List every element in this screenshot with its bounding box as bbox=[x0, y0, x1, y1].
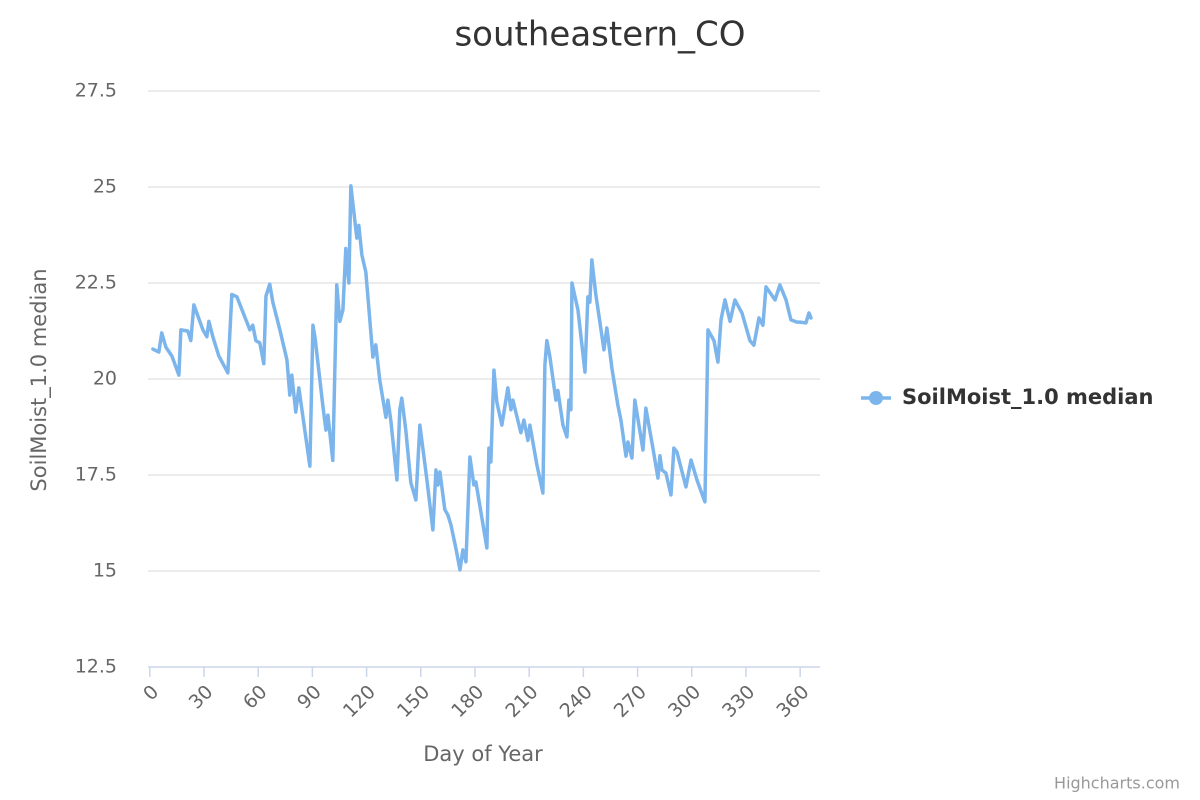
x-axis-title: Day of Year bbox=[423, 742, 543, 766]
y-tick-label: 27.5 bbox=[75, 80, 117, 102]
x-tick-label: 150 bbox=[393, 681, 434, 722]
x-tick-label: 240 bbox=[556, 681, 597, 722]
credits[interactable]: Highcharts.com bbox=[1054, 774, 1180, 793]
data-line bbox=[151, 184, 813, 572]
y-tick-label: 15 bbox=[93, 560, 117, 582]
x-tick-label: 30 bbox=[185, 681, 218, 714]
y-tick-label: 22.5 bbox=[75, 272, 117, 294]
y-tick-label: 25 bbox=[93, 176, 117, 198]
x-tick-label: 90 bbox=[293, 681, 326, 714]
legend-marker bbox=[869, 391, 883, 405]
x-tick-label: 180 bbox=[447, 681, 488, 722]
x-tick-label: 330 bbox=[718, 681, 759, 722]
y-axis-title: SoilMoist_1.0 median bbox=[27, 268, 52, 491]
chart-title: southeastern_CO bbox=[454, 15, 745, 55]
legend-label[interactable]: SoilMoist_1.0 median bbox=[902, 385, 1154, 409]
x-tick-label: 120 bbox=[339, 681, 380, 722]
x-tick-label: 210 bbox=[501, 681, 542, 722]
x-tick-label: 60 bbox=[239, 681, 272, 714]
y-tick-label: 17.5 bbox=[75, 464, 117, 486]
y-tick-label: 20 bbox=[93, 368, 117, 390]
x-tick-label: 270 bbox=[610, 681, 651, 722]
x-tick-label: 360 bbox=[772, 681, 813, 722]
x-tick-label: 300 bbox=[664, 681, 705, 722]
y-tick-label: 12.5 bbox=[75, 656, 117, 678]
x-tick-label: 0 bbox=[139, 681, 163, 705]
